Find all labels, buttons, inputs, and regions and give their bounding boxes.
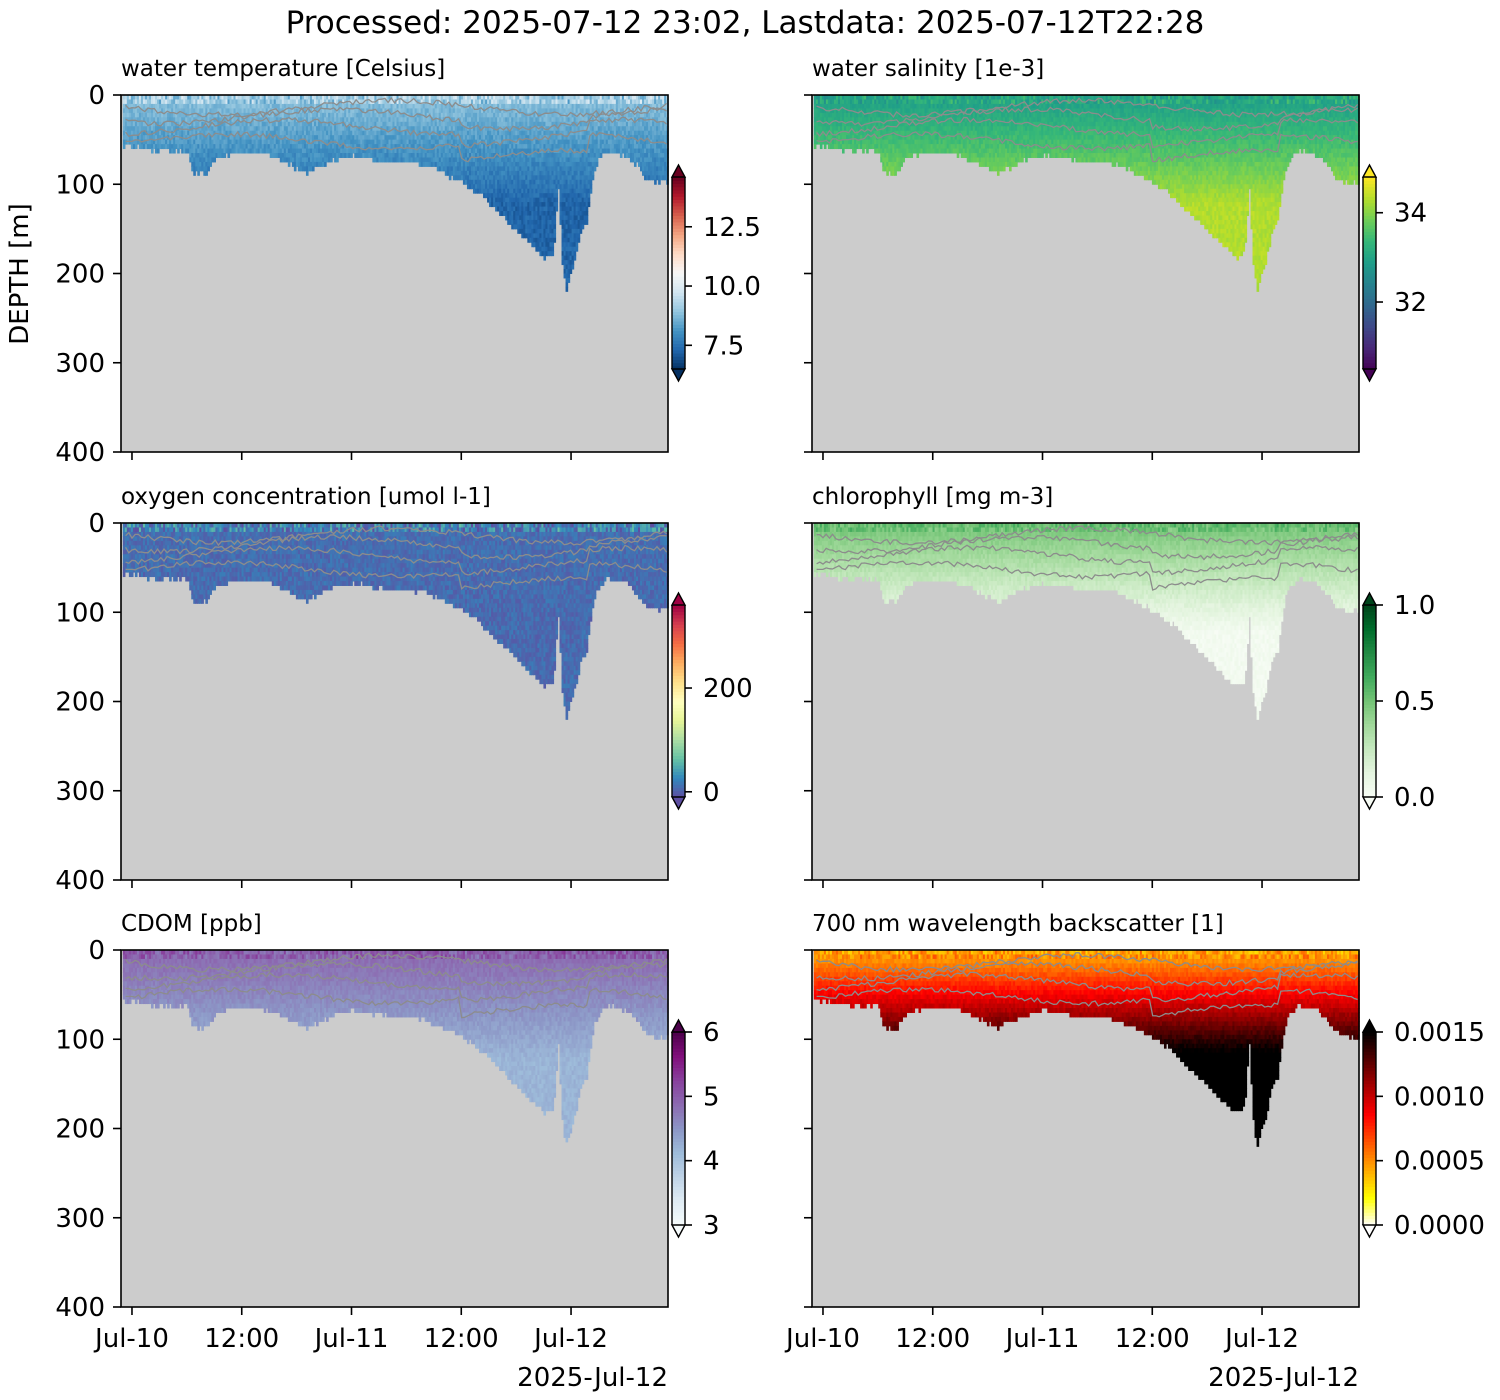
panel-title: 700 nm wavelength backscatter [1]: [812, 911, 1224, 937]
x-tick-label: 12:00: [204, 1324, 279, 1354]
panel-title: water temperature [Celsius]: [121, 56, 445, 82]
colorbar-extend-max: [1363, 1020, 1376, 1032]
panel-title: water salinity [1e-3]: [812, 56, 1044, 82]
y-tick-label: 0: [88, 509, 105, 539]
colorbar: 0.0 0.5 1.0: [1363, 591, 1435, 813]
colorbar-tick-label: 0.5: [1394, 687, 1435, 717]
colorbar-extend-min: [1363, 1225, 1376, 1237]
colorbar-extend-max: [1363, 593, 1376, 605]
colorbar-extend-min: [672, 1225, 685, 1237]
colorbar-tick-label: 0.0015: [1394, 1018, 1485, 1048]
colorbar-tick-label: 0.0005: [1394, 1147, 1485, 1177]
y-tick-label: 100: [55, 598, 105, 628]
y-tick-label: 200: [55, 1115, 105, 1145]
colorbar-tick-label: 3: [703, 1211, 720, 1241]
x-tick-label: Jul-11: [313, 1324, 389, 1354]
colorbar-extend-max: [672, 1020, 685, 1032]
panel-6: 700 nm wavelength backscatter [1] Jul-10 1…: [784, 911, 1485, 1354]
colorbar: 3 4 5 6: [672, 1018, 720, 1241]
colorbar-tick-label: 4: [703, 1147, 720, 1177]
panel-title: CDOM [ppb]: [121, 911, 262, 937]
date-note-right: 2025-Jul-12: [1208, 1363, 1359, 1393]
y-tick-label: 0: [88, 81, 105, 111]
colorbar-extend-max: [1363, 165, 1376, 177]
colorbar-tick-label: 7.5: [703, 331, 744, 361]
colorbar-tick-label: 200: [703, 674, 753, 704]
y-tick-label: 300: [55, 1204, 105, 1234]
y-tick-label: 100: [55, 170, 105, 200]
colorbar-extend-min: [1363, 797, 1376, 809]
colorbar: 32 34: [1363, 165, 1427, 381]
colorbar-extend-max: [672, 593, 685, 605]
panel-1: water temperature [Celsius] 0 100 200 300 400…: [55, 56, 761, 468]
figure-title: Processed: 2025-07-12 23:02, Lastdata: 2…: [286, 5, 1205, 41]
date-note-left: 2025-Jul-12: [517, 1363, 668, 1393]
y-tick-label: 200: [55, 260, 105, 290]
colorbar-extend-min: [672, 369, 685, 381]
x-tick-label: 12:00: [1115, 1324, 1190, 1354]
y-tick-label: 300: [55, 777, 105, 807]
panel-2: water salinity [1e-3] 32 34: [804, 56, 1427, 460]
colorbar-extend-max: [672, 165, 685, 177]
y-tick-label: 200: [55, 688, 105, 718]
colorbar-tick-label: 32: [1394, 288, 1427, 318]
panel-3: oxygen concentration [umol l-1] 0 100 200 30…: [55, 484, 752, 896]
y-tick-label: 400: [55, 438, 105, 468]
colorbar-tick-label: 12.5: [703, 213, 761, 243]
x-tick-label: Jul-10: [784, 1324, 860, 1354]
colorbar-tick-label: 1.0: [1394, 591, 1435, 621]
x-tick-label: Jul-12: [1223, 1324, 1299, 1354]
panel-title: chlorophyll [mg m-3]: [812, 484, 1053, 510]
x-tick-label: Jul-12: [532, 1324, 608, 1354]
colorbar-tick-label: 5: [703, 1082, 720, 1112]
colorbar-tick-label: 10.0: [703, 272, 761, 302]
x-tick-label: 12:00: [424, 1324, 499, 1354]
colorbar: 7.5 10.0 12.5: [672, 165, 761, 381]
x-tick-label: 12:00: [895, 1324, 970, 1354]
colorbar-tick-label: 0: [703, 778, 720, 808]
colorbar: 0.0000 0.0005 0.0010 0.0015: [1363, 1018, 1485, 1241]
y-tick-label: 400: [55, 1293, 105, 1323]
y-tick-label: 0: [88, 936, 105, 966]
x-tick-label: Jul-10: [93, 1324, 169, 1354]
colorbar-tick-label: 0.0010: [1394, 1082, 1485, 1112]
panel-title: oxygen concentration [umol l-1]: [121, 484, 491, 510]
colorbar-tick-label: 0.0000: [1394, 1211, 1485, 1241]
x-tick-label: Jul-11: [1004, 1324, 1080, 1354]
y-tick-label: 100: [55, 1025, 105, 1055]
y-tick-label: 400: [55, 866, 105, 896]
colorbar-tick-label: 0.0: [1394, 783, 1435, 813]
depth-axis-label: DEPTH [m]: [5, 203, 35, 344]
colorbar-extend-min: [672, 797, 685, 809]
panel-4: chlorophyll [mg m-3] 0.0 0.5 1.0: [804, 484, 1435, 888]
colorbar-extend-min: [1363, 369, 1376, 381]
y-tick-label: 300: [55, 349, 105, 379]
colorbar: 0 200: [672, 593, 753, 809]
colorbar-tick-label: 6: [703, 1018, 720, 1048]
colorbar-tick-label: 34: [1394, 199, 1427, 229]
